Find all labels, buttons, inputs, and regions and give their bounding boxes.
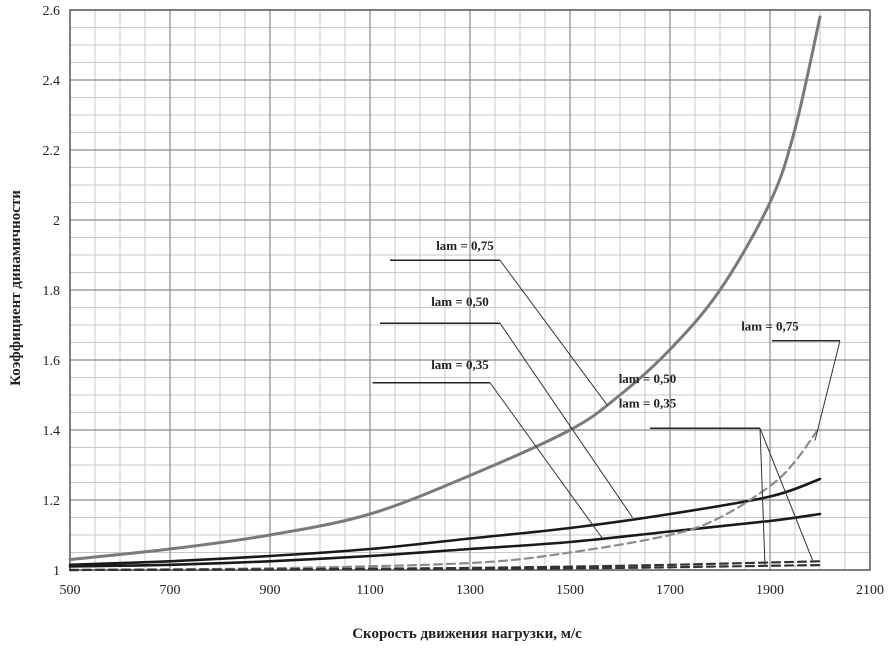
y-tick-label: 1.2: [43, 494, 61, 509]
x-tick-label: 1900: [756, 583, 784, 598]
y-tick-label: 2.6: [43, 4, 61, 19]
x-tick-label: 1100: [356, 583, 383, 598]
x-tick-label: 900: [260, 583, 281, 598]
annotation-leader: [759, 428, 813, 561]
x-tick-label: 1700: [656, 583, 684, 598]
y-tick-label: 1.8: [43, 284, 61, 299]
x-tick-label: 2100: [856, 583, 884, 598]
y-axis-label: Коэффициент динамичности: [8, 190, 24, 386]
series-line-3: [68, 512, 822, 568]
y-tick-label: 2.4: [43, 74, 61, 89]
annotation-layer: lam = 0,75 lam = 0,50 lam = 0,35 lam = 0,75…: [372, 238, 841, 566]
grid-major: [69, 9, 871, 571]
series-line-2: [68, 477, 822, 567]
annotation-label: lam = 0,50: [431, 294, 489, 309]
series-line-6: [68, 564, 822, 572]
annotation-label: lam = 0,50: [619, 371, 677, 386]
annotation-label: lam = 0,35: [619, 395, 677, 410]
y-tick-label: 1.6: [43, 354, 61, 369]
annotation-label: lam = 0,75: [436, 238, 494, 253]
annotation-leader: [489, 382, 603, 539]
x-tick-label: 1300: [456, 583, 484, 598]
y-tick-label: 1: [53, 564, 60, 579]
annotation-label: lam = 0,75: [741, 318, 799, 333]
y-tick-label: 1.4: [43, 424, 61, 439]
y-tick-label: 2.2: [43, 144, 61, 159]
annotation-label: lam = 0,35: [431, 357, 489, 372]
x-tick-label: 700: [160, 583, 181, 598]
series-line-1: [68, 15, 822, 561]
annotation-leader: [814, 340, 841, 441]
y-tick-label: 2: [53, 214, 60, 229]
x-axis-label: Скорость движения нагрузки, м/с: [352, 626, 582, 642]
plot-frame: [69, 9, 871, 571]
annotation-leader: [499, 322, 633, 518]
x-tick-label: 500: [60, 583, 81, 598]
tick-layer: 500 700 900 1100 1300 1500 1700 1900 2100 1 1.2 1.4…: [43, 4, 885, 598]
series-layer: [68, 15, 822, 572]
x-tick-label: 1500: [556, 583, 584, 598]
annotation-leader: [759, 428, 766, 566]
annotation-leader: [499, 259, 608, 406]
